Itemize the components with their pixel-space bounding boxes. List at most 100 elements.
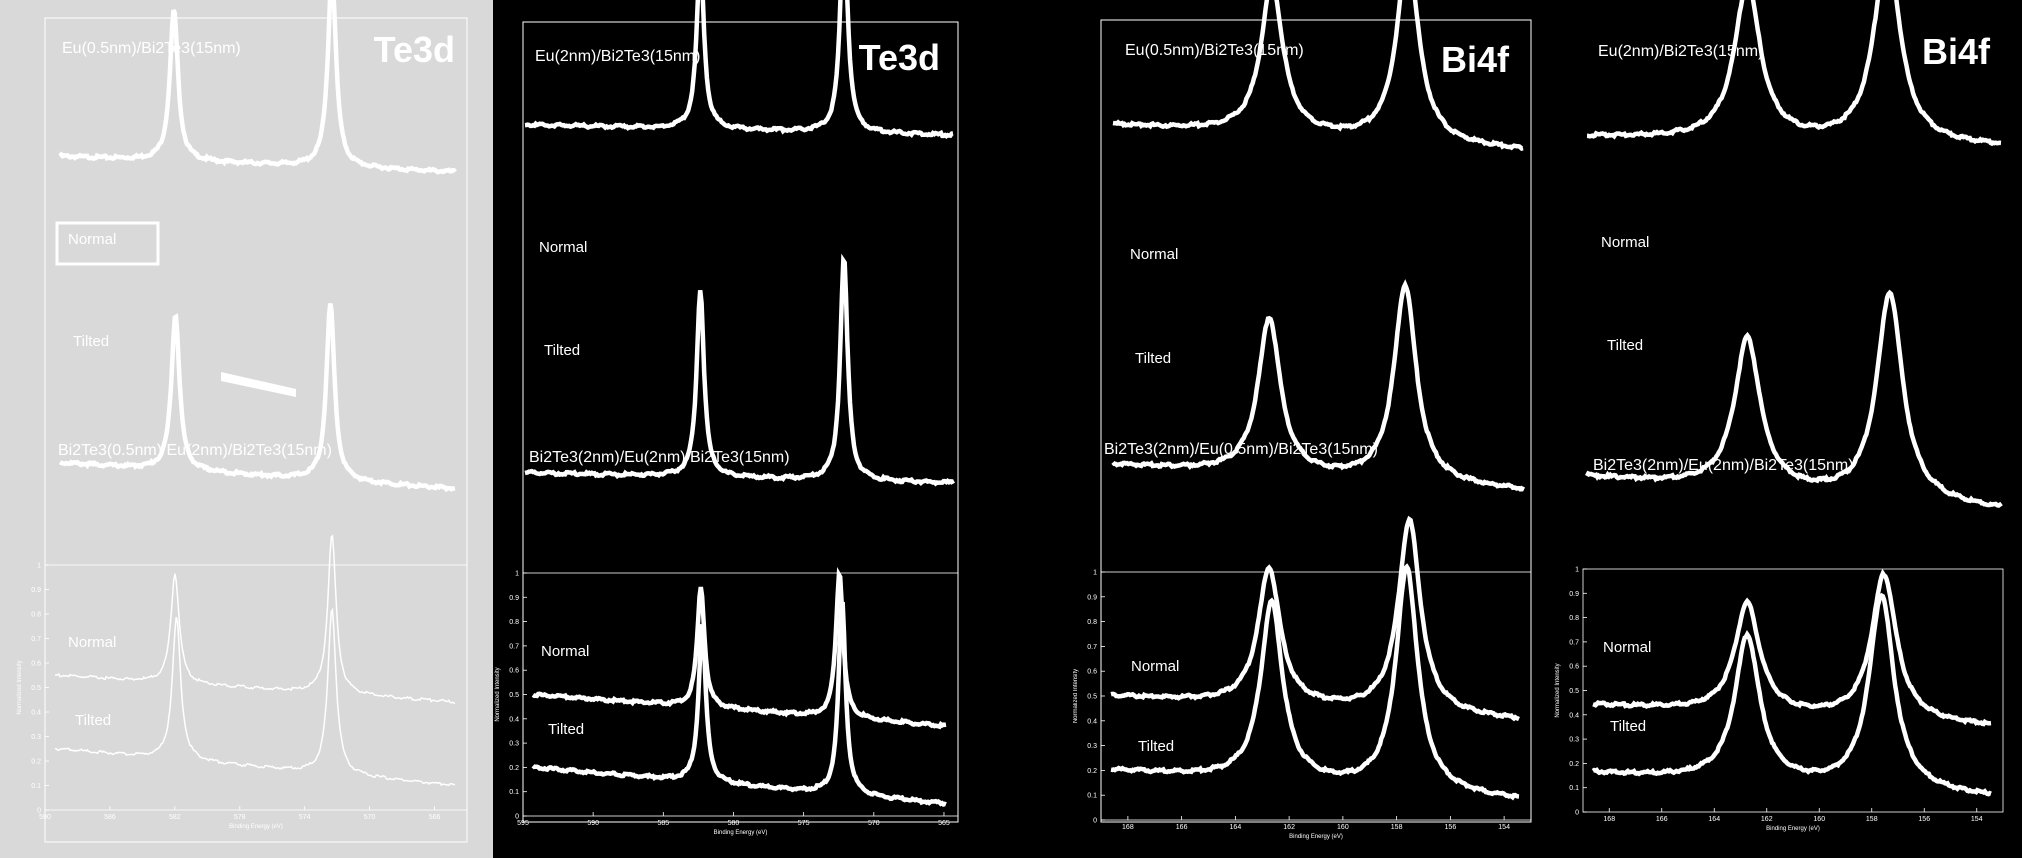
x-tick-label: 595 [517,820,529,827]
panel-frame [44,17,468,843]
x-tick-label: 166 [1176,824,1188,831]
y-tick-label: 0.8 [1569,615,1579,622]
x-tick-label: 164 [1708,816,1720,823]
bottom-normal-label: Normal [1603,639,1651,656]
bottom-normal-series [1110,515,1520,722]
top-normal-label: Normal [68,231,116,248]
x-tick-label: 590 [587,820,599,827]
y-tick-label: 0.6 [509,668,519,675]
y-tick-label: 0.1 [509,789,519,796]
bottom-tilted-series [1110,563,1520,801]
bottom-plot: 168 166 164 162 160 158 156 154 0 0.1 0.2 0.3 0.4 0.5… [1555,567,2004,832]
y-tick-label: 0.8 [1087,619,1097,626]
y-tick-label: 0.4 [509,716,519,723]
x-axis-label: Binding Energy (eV) [714,830,768,836]
y-tick-label: 0.7 [1087,644,1097,651]
top-subtitle: Eu(2nm)/Bi2Te3(15nm) [1598,43,1763,60]
top-subtitle: Eu(2nm)/Bi2Te3(15nm) [535,48,700,65]
bottom-tilted-label: Tilted [75,712,111,729]
x-tick-label: 160 [1337,824,1349,831]
y-tick-label: 0 [515,814,519,821]
chart-bi4f-2: Bi4f Eu(2nm)/Bi2Te3(15nm) Normal Tilted … [1555,0,2004,832]
x-tick-label: 590 [39,814,51,821]
bottom-subtitle: Bi2Te3(2nm)/Eu(2nm)/Bi2Te3(15nm) [529,449,790,466]
panel-title: Bi4f [1441,39,1510,80]
y-tick-label: 0.8 [31,612,41,619]
y-tick-label: 0.6 [1569,664,1579,671]
y-tick-label: 1 [515,571,519,578]
x-axis-label: Binding Energy (eV) [1289,834,1343,840]
bottom-plot: 590 586 582 578 574 570 566 0 0.1 0.2 0.3 0.4 0.5 0.6… [17,534,468,830]
y-tick-label: 0.9 [1569,591,1579,598]
panel-te3d-2: Te3d Eu(2nm)/Bi2Te3(15nm) Normal Tilted … [493,0,975,858]
panel-title: Te3d [859,37,940,78]
y-axis-label: Normalized Intensity [1073,669,1079,723]
bottom-tilted-series [54,607,456,787]
x-tick-label: 164 [1230,824,1242,831]
y-axis-label: Normalized Intensity [495,667,501,721]
x-tick-label: 158 [1391,824,1403,831]
highlight-box [55,221,160,266]
panel-te3d-1: Te3d Eu(0.5nm)/Bi2Te3(15nm) Normal Tilte… [0,0,493,858]
panel-title: Te3d [374,29,455,70]
y-tick-label: 0.5 [1569,688,1579,695]
y-tick-label: 0.7 [1569,639,1579,646]
top-normal-label: Normal [1130,246,1178,263]
x-tick-label: 565 [938,820,950,827]
y-tick-label: 0.8 [509,619,519,626]
plot-frame [1582,568,2004,813]
x-tick-label: 168 [1122,824,1134,831]
y-tick-label: 0.5 [1087,694,1097,701]
x-tick-label: 578 [234,814,246,821]
axes: 168 166 164 162 160 158 156 154 0 0.1 0.2 0.3 0.4 0.5… [1073,570,1532,840]
x-tick-label: 580 [728,820,740,827]
y-tick-label: 0.5 [31,685,41,692]
y-tick-label: 0.3 [1087,743,1097,750]
plot-frame [522,572,959,817]
y-tick-label: 0.4 [1087,718,1097,725]
y-tick-label: 0.9 [1087,594,1097,601]
chart-te3d-1: Te3d Eu(0.5nm)/Bi2Te3(15nm) Normal Tilte… [17,0,468,843]
y-tick-label: 0.3 [1569,737,1579,744]
bottom-tilted-label: Tilted [1610,718,1646,735]
top-tilted-label: Tilted [1135,350,1171,367]
top-subtitle: Eu(0.5nm)/Bi2Te3(15nm) [1125,42,1304,59]
panel-frame [1582,19,2004,823]
x-tick-label: 585 [657,820,669,827]
y-tick-label: 0.2 [1569,761,1579,768]
y-tick-label: 1 [1093,570,1097,577]
y-tick-label: 0.4 [31,710,41,717]
y-tick-label: 0.9 [509,595,519,602]
panel-bi4f-1: Bi4f Eu(0.5nm)/Bi2Te3(15nm) Normal Tilte… [1073,0,1553,858]
x-tick-label: 575 [798,820,810,827]
bottom-plot: 595 590 585 580 575 570 565 0 0.1 0.2 0.3 0.4 0.5 0.6… [495,566,959,836]
y-tick-label: 0.1 [31,783,41,790]
axes: 168 166 164 162 160 158 156 154 0 0.1 0.2 0.3 0.4 0.5… [1555,567,2004,832]
y-tick-label: 0.1 [1569,785,1579,792]
bottom-subtitle: Bi2Te3(0.5nm)/Eu(2nm)/Bi2Te3(15nm) [58,442,332,459]
bottom-tilted-label: Tilted [1138,738,1174,755]
bottom-normal-series [55,534,456,705]
x-tick-label: 158 [1866,816,1878,823]
x-axis-label: Binding Energy (eV) [1766,826,1820,832]
top-tilted-series [524,253,955,487]
y-tick-label: 0.5 [509,692,519,699]
x-tick-label: 586 [104,814,116,821]
y-tick-label: 0.1 [1087,793,1097,800]
top-normal-series [1587,0,2002,147]
top-tilted-label: Tilted [73,333,109,350]
chart-bi4f-1: Bi4f Eu(0.5nm)/Bi2Te3(15nm) Normal Tilte… [1073,0,1532,840]
y-tick-label: 0.3 [31,734,41,741]
top-subtitle: Eu(0.5nm)/Bi2Te3(15nm) [62,40,241,57]
chart-te3d-2: Te3d Eu(2nm)/Bi2Te3(15nm) Normal Tilted … [495,0,959,836]
y-tick-label: 0.4 [1569,712,1579,719]
bottom-normal-series [531,566,947,730]
top-tilted-series [1111,279,1526,492]
y-tick-label: 0.6 [31,661,41,668]
x-tick-label: 570 [868,820,880,827]
top-tilted-series [1585,289,2003,508]
top-tilted-label: Tilted [544,342,580,359]
panel-title: Bi4f [1922,31,1991,72]
axes: 595 590 585 580 575 570 565 0 0.1 0.2 0.3 0.4 0.5 0.6… [495,571,959,836]
x-tick-label: 570 [364,814,376,821]
